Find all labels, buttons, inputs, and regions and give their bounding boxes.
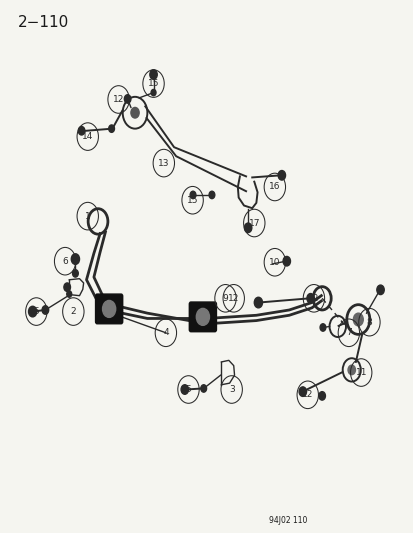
Text: 94J02 110: 94J02 110 <box>268 516 306 525</box>
Circle shape <box>124 95 131 103</box>
Circle shape <box>347 365 355 375</box>
Text: 5: 5 <box>185 385 191 394</box>
Circle shape <box>196 309 209 325</box>
Text: 12: 12 <box>228 294 239 303</box>
Text: 11: 11 <box>355 368 366 377</box>
Text: 17: 17 <box>248 219 259 228</box>
Circle shape <box>190 191 195 199</box>
Text: 2−110: 2−110 <box>18 14 69 30</box>
Text: 12: 12 <box>301 390 313 399</box>
Text: 14: 14 <box>82 132 93 141</box>
Text: 5: 5 <box>33 307 39 316</box>
Circle shape <box>244 223 251 232</box>
Circle shape <box>131 108 139 118</box>
Circle shape <box>306 294 313 303</box>
Text: 9: 9 <box>222 294 228 303</box>
Text: 15: 15 <box>147 79 159 88</box>
Circle shape <box>28 306 37 317</box>
Circle shape <box>151 90 156 96</box>
Text: 12: 12 <box>308 294 319 303</box>
Circle shape <box>298 387 306 397</box>
Text: 7: 7 <box>345 328 351 337</box>
Circle shape <box>71 254 79 264</box>
Circle shape <box>209 191 214 199</box>
Text: 1: 1 <box>85 212 90 221</box>
Text: 10: 10 <box>268 258 280 266</box>
Circle shape <box>200 385 206 392</box>
Circle shape <box>72 270 78 277</box>
Circle shape <box>319 324 325 331</box>
Text: 3: 3 <box>228 385 234 394</box>
Circle shape <box>102 301 115 317</box>
Text: 8: 8 <box>366 318 371 327</box>
Circle shape <box>42 306 49 314</box>
Circle shape <box>64 283 70 292</box>
Text: 4: 4 <box>163 328 168 337</box>
Circle shape <box>150 70 157 79</box>
Text: 12: 12 <box>113 95 124 104</box>
Circle shape <box>254 297 262 308</box>
Circle shape <box>376 285 383 295</box>
Circle shape <box>66 291 71 297</box>
Text: 2: 2 <box>70 307 76 316</box>
Circle shape <box>278 171 285 180</box>
Circle shape <box>78 126 85 135</box>
Circle shape <box>353 313 362 326</box>
FancyBboxPatch shape <box>95 294 122 324</box>
Text: 6: 6 <box>62 257 68 265</box>
Circle shape <box>109 125 114 132</box>
Circle shape <box>180 385 188 394</box>
Text: 13: 13 <box>158 159 169 167</box>
Circle shape <box>282 256 290 266</box>
Circle shape <box>318 392 325 400</box>
Text: 16: 16 <box>268 182 280 191</box>
Text: 15: 15 <box>186 196 198 205</box>
FancyBboxPatch shape <box>189 302 216 332</box>
